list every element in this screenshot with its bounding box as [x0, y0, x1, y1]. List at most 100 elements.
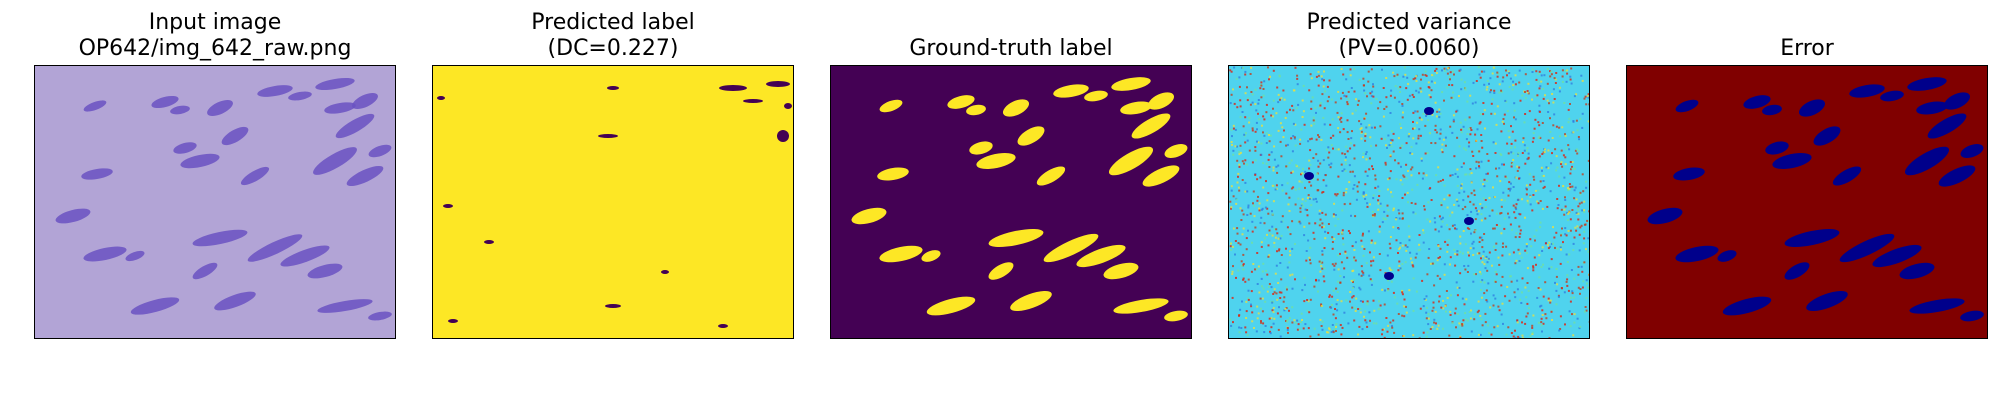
- variance-pixel: [1412, 265, 1415, 268]
- variance-pixel: [1374, 178, 1377, 181]
- variance-pixel: [1369, 251, 1371, 254]
- variance-pixel: [1241, 233, 1244, 236]
- variance-pixel: [1333, 268, 1336, 271]
- variance-pixel: [1526, 267, 1529, 270]
- nucleus-mask: [1142, 165, 1180, 187]
- variance-pixel: [1550, 258, 1553, 261]
- variance-pixel: [1442, 299, 1444, 302]
- variance-pixel: [1502, 118, 1505, 120]
- input-image: [35, 66, 395, 338]
- variance-pixel: [1474, 133, 1477, 136]
- variance-pixel: [1484, 199, 1487, 201]
- variance-pixel: [1369, 319, 1371, 322]
- variance-pixel: [1328, 79, 1331, 82]
- variance-pixel: [1483, 178, 1486, 181]
- variance-pixel: [1356, 185, 1359, 188]
- variance-pixel: [1561, 75, 1564, 78]
- variance-pixel: [1415, 142, 1418, 145]
- variance-pixel: [1492, 294, 1495, 297]
- variance-pixel: [1247, 206, 1250, 209]
- variance-pixel: [1433, 81, 1436, 84]
- variance-pixel: [1398, 212, 1401, 215]
- variance-pixel: [1464, 318, 1467, 321]
- variance-pixel: [1539, 288, 1542, 291]
- variance-pixel: [1416, 110, 1419, 113]
- variance-pixel: [1440, 218, 1443, 221]
- variance-pixel: [1484, 312, 1487, 315]
- variance-pixel: [1480, 296, 1483, 299]
- variance-pixel: [1485, 255, 1488, 258]
- variance-pixel: [1484, 205, 1487, 208]
- variance-pixel: [1521, 94, 1524, 97]
- variance-pixel: [1336, 309, 1339, 312]
- variance-pixel: [1559, 315, 1562, 318]
- variance-pixel: [1303, 123, 1306, 126]
- variance-pixel: [1569, 325, 1572, 328]
- variance-pixel: [1551, 152, 1553, 155]
- variance-pixel: [1535, 78, 1538, 81]
- variance-pixel: [1304, 199, 1307, 202]
- variance-pixel: [1433, 318, 1436, 321]
- variance-pixel: [1277, 282, 1280, 284]
- variance-pixel: [1474, 218, 1477, 221]
- variance-pixel: [1310, 137, 1313, 140]
- variance-pixel: [1453, 203, 1456, 206]
- variance-pixel: [1387, 324, 1390, 327]
- variance-pixel: [1567, 144, 1570, 147]
- variance-pixel: [1484, 217, 1487, 220]
- variance-pixel: [1323, 79, 1325, 82]
- variance-pixel: [1230, 242, 1232, 245]
- variance-pixel: [1437, 324, 1440, 327]
- variance-pixel: [1552, 226, 1554, 229]
- variance-pixel: [1536, 296, 1539, 299]
- variance-pixel: [1436, 110, 1439, 113]
- variance-pixel: [1472, 254, 1475, 256]
- variance-pixel: [1342, 237, 1344, 240]
- variance-pixel: [1565, 80, 1568, 83]
- nucleus-mask: [988, 262, 1014, 280]
- variance-pixel: [1501, 80, 1504, 83]
- variance-pixel: [1542, 263, 1544, 266]
- variance-pixel: [1245, 310, 1248, 313]
- variance-pixel: [1571, 292, 1574, 295]
- variance-pixel: [1331, 247, 1334, 250]
- variance-pixel: [1535, 229, 1538, 232]
- variance-pixel: [1493, 196, 1496, 198]
- variance-pixel: [1462, 319, 1465, 322]
- variance-pixel: [1432, 74, 1435, 77]
- variance-pixel: [1538, 254, 1541, 257]
- variance-pixel: [1274, 236, 1277, 239]
- variance-pixel: [1371, 210, 1374, 213]
- variance-pixel: [1344, 252, 1347, 255]
- label-speck: [718, 324, 728, 328]
- variance-pixel: [1346, 103, 1349, 106]
- variance-pixel: [1433, 321, 1436, 324]
- cell-nucleus: [368, 144, 392, 158]
- variance-pixel: [1400, 127, 1403, 129]
- variance-pixel: [1309, 246, 1312, 249]
- variance-pixel: [1273, 227, 1276, 230]
- variance-pixel: [1473, 194, 1476, 196]
- variance-pixel: [1576, 317, 1579, 320]
- variance-pixel: [1560, 161, 1563, 164]
- variance-pixel: [1244, 92, 1247, 95]
- variance-pixel: [1433, 217, 1436, 220]
- variance-pixel: [1548, 337, 1551, 338]
- variance-pixel: [1550, 266, 1553, 269]
- variance-pixel: [1273, 158, 1276, 161]
- variance-pixel: [1542, 88, 1544, 90]
- variance-pixel: [1391, 269, 1394, 271]
- variance-pixel: [1317, 70, 1320, 73]
- variance-pixel: [1399, 146, 1402, 149]
- variance-pixel: [1569, 78, 1572, 81]
- variance-pixel: [1412, 211, 1415, 214]
- variance-pixel: [1430, 142, 1433, 144]
- variance-pixel: [1500, 212, 1503, 214]
- variance-pixel: [1291, 104, 1294, 107]
- variance-pixel: [1387, 279, 1389, 282]
- variance-pixel: [1392, 209, 1395, 212]
- variance-pixel: [1427, 81, 1430, 84]
- label-speck: [437, 96, 445, 100]
- variance-pixel: [1283, 129, 1285, 132]
- variance-pixel: [1566, 72, 1569, 75]
